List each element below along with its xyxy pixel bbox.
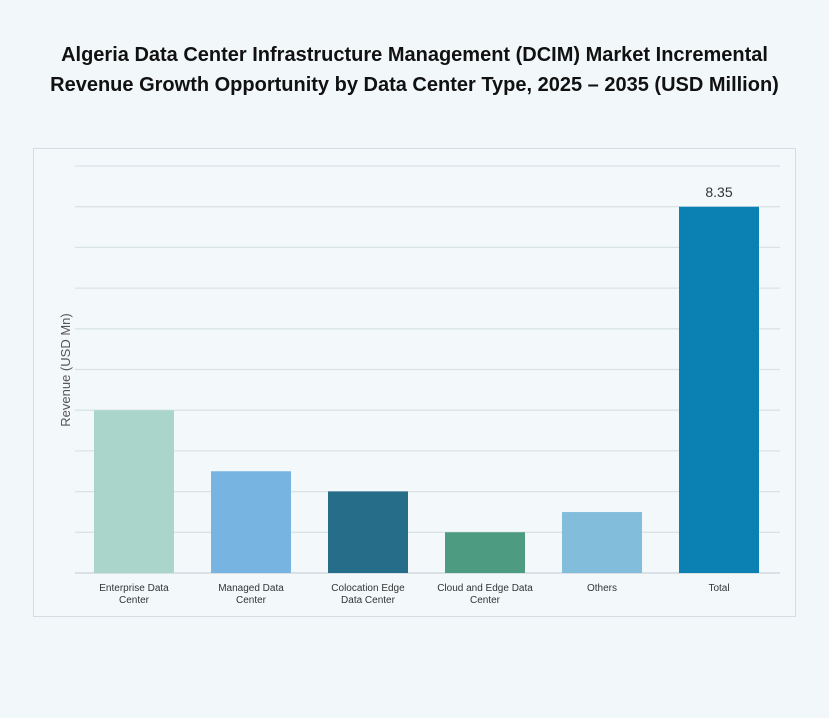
x-tick-label: Colocation Edge	[331, 583, 405, 594]
bar	[94, 410, 174, 573]
x-tick-label: Enterprise Data	[99, 583, 169, 594]
x-tick-label: Total	[708, 583, 729, 594]
x-tick-label: Others	[587, 583, 617, 594]
bar	[211, 471, 291, 573]
x-tick-label: Managed Data	[218, 583, 284, 594]
x-tick-label: Cloud and Edge Data	[437, 583, 533, 594]
x-tick-label: Data Center	[341, 595, 396, 606]
x-tick-label: Center	[119, 595, 150, 606]
chart-title: Algeria Data Center Infrastructure Manag…	[0, 40, 829, 100]
y-axis-label: Revenue (USD Mn)	[58, 313, 73, 426]
bar	[679, 206, 759, 573]
bar	[328, 491, 408, 573]
x-tick-label: Center	[236, 595, 267, 606]
bar	[562, 512, 642, 573]
x-tick-label: Center	[470, 595, 501, 606]
bar	[445, 532, 525, 573]
data-label: 8.35	[705, 184, 732, 200]
chart-title-line-1: Algeria Data Center Infrastructure Manag…	[61, 44, 768, 66]
chart-title-line-2: Revenue Growth Opportunity by Data Cente…	[50, 74, 779, 96]
